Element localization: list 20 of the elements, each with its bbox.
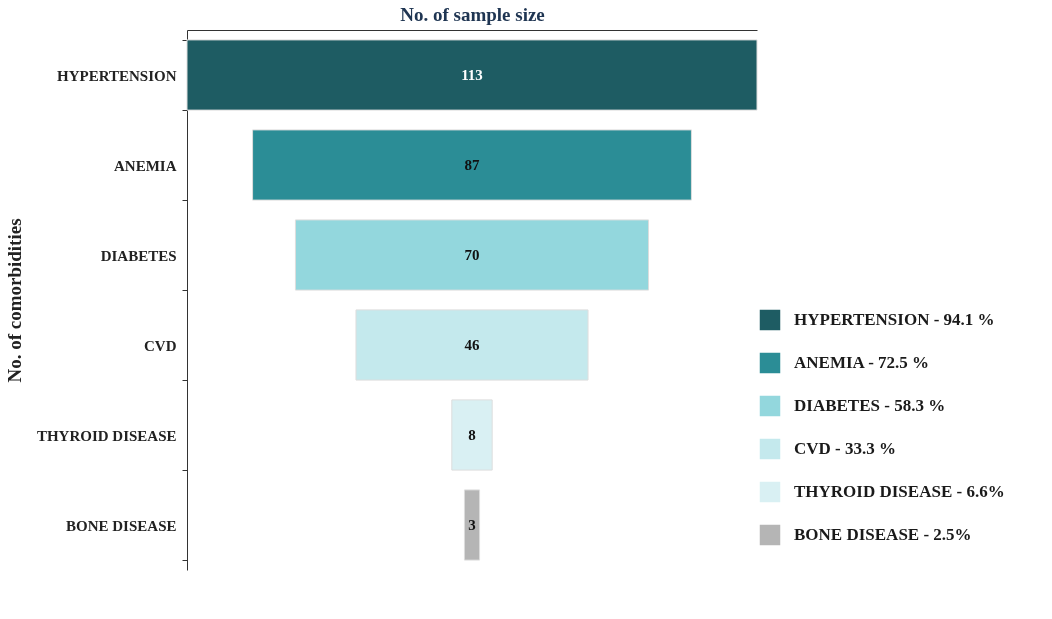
category-label: DIABETES [100,247,177,264]
text: No. of sample size [400,3,545,25]
data-label: 87 [464,157,480,173]
text: HYPERTENSION - 94.1 % [794,310,995,329]
category-label: CVD [144,337,177,354]
data-label: 8 [468,427,476,443]
text: ANEMIA - 72.5 % [794,353,930,372]
text: BONE DISEASE - 2.5% [794,525,972,544]
category-label: HYPERTENSION [57,67,177,84]
data-label: 70 [464,247,480,263]
category-label: THYROID DISEASE [36,427,177,444]
text: DIABETES - 58.3 % [794,396,946,415]
text: No. of comorbidities [3,218,25,383]
category-label: BONE DISEASE [66,517,177,534]
text: CVD - 33.3 % [794,439,896,458]
data-label: 113 [461,67,483,83]
text: THYROID DISEASE - 6.6% [794,482,1005,501]
category-label: ANEMIA [114,157,177,174]
data-label: 3 [468,517,476,533]
data-label: 46 [464,337,480,353]
